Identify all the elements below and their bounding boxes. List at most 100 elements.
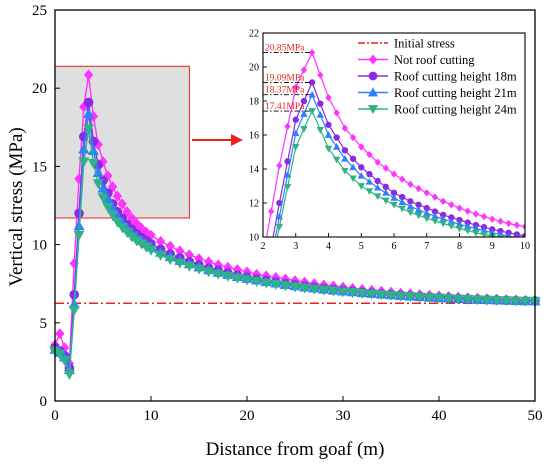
inset-point-not_cut [349,133,357,142]
point-not_cut [83,69,94,81]
inset-x-tick-label: 7 [424,241,429,252]
inset-x-tick-label: 9 [490,241,495,252]
inset-point-cut18 [341,147,349,154]
inset-point-cut21 [300,110,308,117]
inset-point-cut24 [423,215,431,223]
inset-x-tick-label: 10 [520,241,530,252]
legend-entry-initial: Initial stress [358,37,455,51]
inset-point-cut24 [455,225,464,233]
inset-point-not_cut [333,109,340,117]
inset-x-tick-label: 5 [359,241,364,252]
inset-point-cut24 [414,212,423,220]
point-cut24 [270,280,282,290]
inset-point-cut24 [447,223,456,230]
inset-point-cut18 [300,97,308,105]
inset-point-not_cut [497,217,504,225]
inset-point-cut21 [324,131,333,138]
point-not_cut [55,328,65,340]
point-cut24 [279,281,291,292]
y-tick-label: 10 [32,238,47,254]
inset-y-tick-label: 22 [249,29,259,40]
inset-point-not_cut [415,184,422,193]
point-cut24 [107,210,119,221]
inset-point-cut24 [332,156,341,164]
point-cut24 [97,193,109,204]
inset-point-cut21 [390,194,398,201]
inset-x-tick-label: 4 [326,241,331,252]
highlight-box [54,65,190,219]
inset-point-cut21 [515,234,519,237]
legend-label-cut21: Roof cutting height 21m [394,86,517,100]
inset-point-not_cut [513,221,520,229]
y-tick-label: 15 [32,159,47,175]
point-cut21 [83,108,95,118]
inset-point-not_cut [472,210,479,218]
inset-point-cut21 [506,232,512,237]
inset-series-layer [266,48,525,237]
point-cut24 [155,250,167,261]
legend-marker-cut21 [367,87,379,97]
inset-point-cut24 [472,229,480,237]
inset-series-cut24 [275,108,513,237]
inset-y-tick-label: 16 [249,131,259,142]
inset-point-cut21 [292,129,300,137]
inset-point-cut21 [365,177,374,185]
inset-series-not_cut [266,48,525,237]
inset-point-not_cut [448,201,455,209]
inset-point-cut24 [357,183,365,190]
legend-label-initial: Initial stress [394,37,455,51]
point-cut24 [385,290,397,301]
point-cut24 [183,261,195,272]
inset-point-not_cut [366,150,373,159]
y-axis-label: Vertical stress (MPa) [6,127,27,286]
inset-point-cut24 [480,231,488,237]
point-cut24 [375,290,387,301]
series-cut24 [49,124,541,381]
inset-point-cut18 [358,164,365,171]
inset-point-cut18 [374,177,381,185]
point-cut24 [299,283,311,294]
point-cut24 [174,258,186,269]
inset-point-cut21 [382,188,390,196]
inset-y-tick-label: 18 [249,97,259,108]
inset-point-cut21 [373,183,382,191]
inset-point-not_cut [407,180,414,188]
y-tick-label: 25 [32,3,47,19]
main-series-layer [49,69,541,381]
point-cut24 [59,356,71,366]
inset-point-not_cut [440,197,447,205]
point-cut24 [68,305,80,316]
inset-y-tick-label: 14 [249,165,259,176]
legend: Initial stress Not roof cutting Roof cutti… [358,37,517,117]
inset-point-cut18 [317,100,324,107]
inset-point-not_cut [382,164,389,172]
inset-point-cut24 [341,167,349,175]
point-cut24 [347,288,359,299]
inset-point-cut24 [292,144,300,151]
inset-point-cut21 [341,154,349,162]
point-cut24 [452,294,464,305]
x-tick-label: 10 [144,408,159,424]
y-tick-label: 20 [32,81,47,97]
point-cut24 [203,267,215,278]
point-cut24 [404,292,416,302]
inset-point-cut18 [366,170,373,178]
inset-point-cut24 [439,220,447,228]
inset-point-cut18 [349,155,357,162]
inset-point-cut18 [325,121,332,128]
inset-x-tick-label: 6 [392,241,397,252]
inset-point-cut21 [398,198,406,206]
inset-point-not_cut [464,207,471,215]
point-cut24 [519,296,531,307]
point-cut24 [443,294,455,305]
x-tick-label: 20 [240,408,255,424]
point-cut24 [83,124,95,135]
zoom-highlight [54,65,190,219]
inset-point-not_cut [284,122,291,131]
point-cut24 [423,293,435,304]
y-tick-label: 0 [40,394,48,410]
legend-label-cut24: Roof cutting height 24m [394,103,517,117]
inset-point-not_cut [480,212,488,221]
